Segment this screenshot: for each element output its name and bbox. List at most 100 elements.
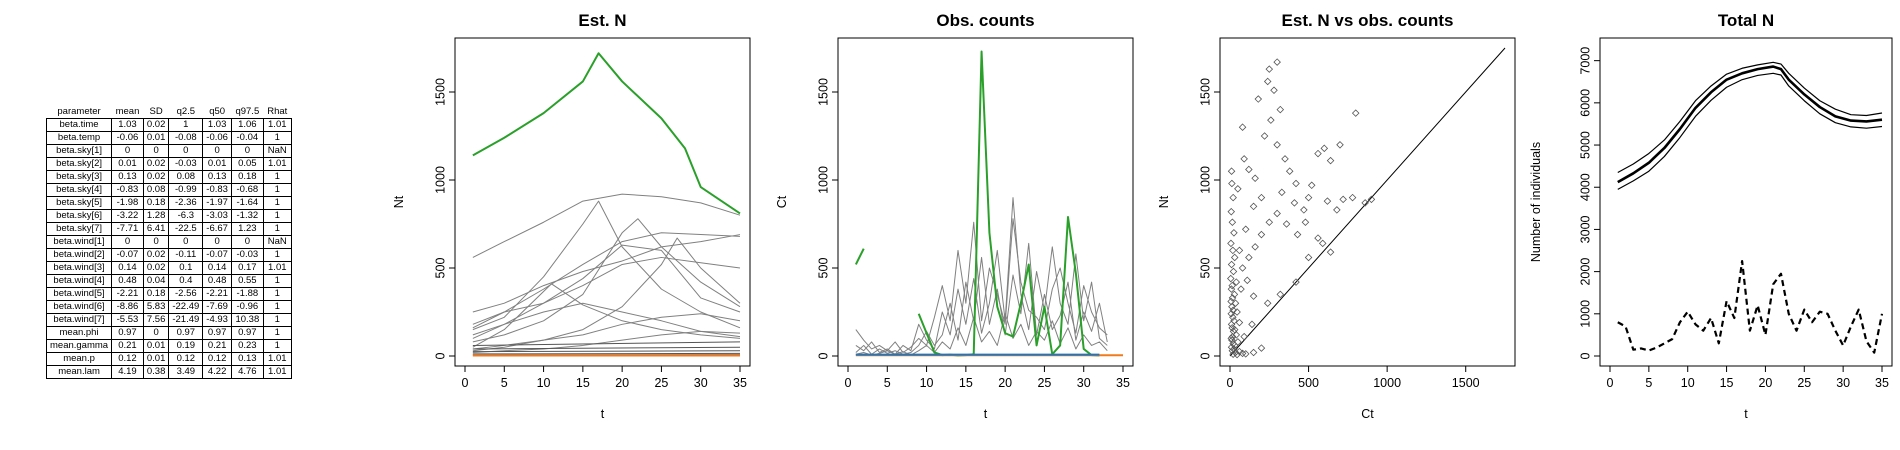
x-tick-label: 15 xyxy=(959,376,973,390)
column-header: q97.5 xyxy=(235,106,260,117)
data-point xyxy=(1249,292,1258,300)
data-point xyxy=(1281,155,1289,163)
data-point xyxy=(1265,65,1274,73)
x-tick-label: 25 xyxy=(1037,376,1051,390)
data-point xyxy=(1228,336,1236,344)
series-line xyxy=(917,50,1100,357)
chart-title: Obs. counts xyxy=(936,11,1034,30)
column-header: Rhat xyxy=(267,106,288,117)
data-point xyxy=(1326,156,1335,165)
data-point xyxy=(1348,193,1357,202)
x-axis-label: t xyxy=(1744,407,1748,421)
series-line xyxy=(855,197,1108,355)
y-tick-label: 5000 xyxy=(1578,131,1592,159)
data-point xyxy=(1318,239,1327,248)
y-tick-label: 3000 xyxy=(1578,215,1592,243)
table-row: beta.wind[5] -2.21 0.18 -2.56 -2.21 -1.88 1 xyxy=(45,287,292,301)
data-point xyxy=(1273,209,1281,218)
table-header-row: parameter mean SD q2.5 q50 q97.5 Rhat xyxy=(47,106,292,119)
column-header: mean xyxy=(115,106,140,117)
data-point xyxy=(1230,229,1238,237)
x-tick-label: 5 xyxy=(884,376,891,390)
data-point xyxy=(1257,344,1266,352)
data-point xyxy=(1249,348,1258,357)
data-point xyxy=(1232,278,1241,286)
data-point xyxy=(1229,246,1237,255)
data-point xyxy=(1233,308,1241,316)
data-point xyxy=(1326,248,1335,256)
plot-est-n-vs-obs-counts: Est. N vs obs. counts Ct Nt 0 500 1000 1500 0 50… xyxy=(1157,11,1516,421)
data-point xyxy=(1251,174,1259,183)
value-cell: 0.13 xyxy=(111,170,144,184)
data-point xyxy=(1235,246,1244,255)
table-row: beta.time 1.03 0.02 1 1.03 1.06 1.01 xyxy=(45,118,292,132)
y-axis-label: Ct xyxy=(775,195,789,208)
data-point xyxy=(1301,218,1310,227)
x-tick-label: 1500 xyxy=(1452,376,1480,390)
y-axis-label: Nt xyxy=(392,195,406,208)
table-row: beta.wind[7] -5.53 7.56 -21.49 -4.93 10.38 1 xyxy=(45,313,292,327)
series-line xyxy=(472,234,741,313)
table-body: beta.time 1.03 0.02 1 1.03 1.06 1.01 beta.temp -… xyxy=(45,118,292,379)
data-point xyxy=(1227,285,1236,293)
data-point xyxy=(1260,132,1269,140)
x-tick-label: 15 xyxy=(1720,376,1734,390)
series-line xyxy=(472,193,741,258)
y-tick-label: 500 xyxy=(433,258,447,279)
data-point xyxy=(1278,188,1286,197)
series-line xyxy=(472,237,741,350)
series-line xyxy=(472,232,741,325)
data-point xyxy=(1307,181,1316,190)
value-cell: -5.53 xyxy=(111,313,144,327)
x-tick-label: 35 xyxy=(733,376,747,390)
data-point xyxy=(1238,349,1247,358)
x-tick-label: 25 xyxy=(654,376,668,390)
y-tick-label: 0 xyxy=(433,352,447,359)
x-tick-label: 500 xyxy=(1298,376,1319,390)
series-line xyxy=(472,52,741,215)
data-point xyxy=(1314,234,1322,242)
data-point xyxy=(1228,346,1237,355)
data-point xyxy=(1241,225,1250,234)
data-point xyxy=(1263,77,1272,86)
table-row: beta.sky[7] -7.71 6.41 -22.5 -6.67 1.23 1 xyxy=(45,222,292,236)
plot-total-n: Total N t Number of individuals 0 5 10 15 20 25 3… xyxy=(1529,11,1893,421)
x-tick-label: 20 xyxy=(1758,376,1772,390)
data-point xyxy=(1227,207,1236,216)
table-row: beta.sky[2] 0.01 0.02 -0.03 0.01 0.05 1.01 xyxy=(45,157,292,171)
data-point xyxy=(1243,276,1252,285)
data-point xyxy=(1254,95,1263,103)
series-line xyxy=(855,242,1108,355)
data-point xyxy=(1367,195,1376,204)
data-point xyxy=(1230,290,1239,299)
x-axis-label: t xyxy=(601,407,605,421)
data-point xyxy=(1304,193,1313,202)
data-point xyxy=(1240,155,1248,163)
data-point xyxy=(1304,253,1313,262)
plot-est-n: Est. N t Nt 0 5 10 15 20 25 30 35 0 500 1000 1500 xyxy=(392,11,751,421)
table-row: beta.sky[5] -1.98 0.18 -2.36 -1.97 -1.64 1 xyxy=(45,196,292,210)
series-line xyxy=(472,346,741,350)
data-point xyxy=(1234,185,1242,193)
chart-title: Est. N vs obs. counts xyxy=(1282,11,1454,30)
y-tick-label: 4000 xyxy=(1578,173,1592,201)
data-point xyxy=(1230,253,1239,262)
series-line xyxy=(855,313,1108,356)
table-row: beta.sky[1] 0 0 0 0 0 NaN xyxy=(45,144,292,158)
data-point xyxy=(1292,179,1300,188)
data-point xyxy=(1292,278,1300,286)
y-tick-label: 1000 xyxy=(816,166,830,194)
plot-frame xyxy=(1219,37,1516,367)
table-row: beta.temp -0.06 0.01 -0.08 -0.06 -0.04 1 xyxy=(45,131,292,145)
data-point xyxy=(1333,206,1341,214)
chart-title: Est. N xyxy=(578,11,626,30)
data-point xyxy=(1235,318,1244,327)
plot-frame xyxy=(837,37,1134,367)
y-tick-label: 0 xyxy=(1578,352,1592,359)
y-tick-label: 1500 xyxy=(816,78,830,106)
series-line xyxy=(472,330,741,353)
table-row: mean.p 0.12 0.01 0.12 0.12 0.13 1.01 xyxy=(45,352,292,366)
data-point xyxy=(1257,193,1266,202)
y-tick-label: 0 xyxy=(816,352,830,359)
